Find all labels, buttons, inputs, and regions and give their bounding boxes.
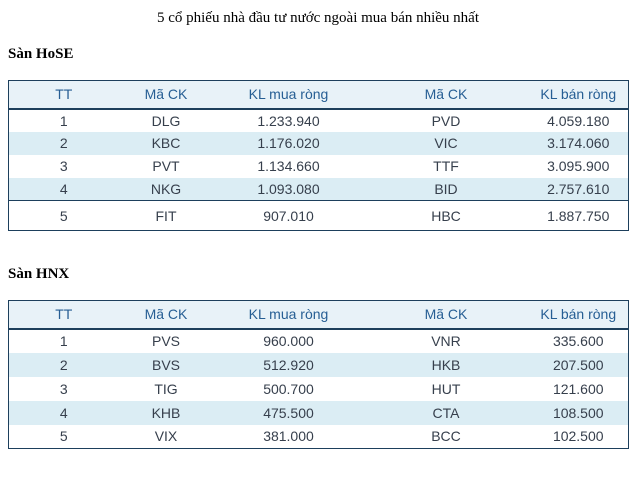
table-cell: 5 xyxy=(8,200,119,231)
table-cell: HBC xyxy=(363,200,529,231)
table-hose-body: 1 DLG 1.233.940 PVD 4.059.180 2 KBC 1.176.020 VI… xyxy=(8,109,629,231)
table-cell: 1 xyxy=(59,112,68,129)
column-header-1: Mã CK xyxy=(118,80,214,110)
table-cell: 335.600 xyxy=(552,333,604,349)
table-hnx-header: TT Mã CK KL mua ròng Mã CK KL bán ròng xyxy=(8,300,629,330)
table-cell: 121.600 xyxy=(552,380,604,397)
section-label-hose: Sàn HoSE xyxy=(8,46,74,62)
table-cell: KHB xyxy=(118,400,214,425)
table-cell: 1.176.020 xyxy=(213,131,364,155)
table-row: 4 KHB 475.500 CTA 108.500 xyxy=(8,400,629,425)
table-cell: 1.233.940 xyxy=(257,112,320,129)
table-cell: 2 xyxy=(8,131,119,155)
table-cell: HUT xyxy=(431,380,461,397)
table-cell: 1.887.750 xyxy=(528,200,629,231)
page-title: 5 cổ phiếu nhà đầu tư nước ngoài mua bán… xyxy=(156,10,480,26)
table-cell: BID xyxy=(363,177,529,201)
table-cell: HKB xyxy=(363,352,529,377)
table-cell: 3.095.900 xyxy=(547,158,610,174)
table-cell: 5 xyxy=(59,428,68,445)
column-header-3: Mã CK xyxy=(363,80,529,110)
column-header-0: TT xyxy=(8,80,119,110)
table-cell: 108.500 xyxy=(528,400,629,425)
column-header-3: Mã CK xyxy=(363,300,529,330)
table-cell: FIT xyxy=(118,200,214,231)
table-cell: 475.500 xyxy=(213,400,364,425)
column-header-2: KL mua ròng xyxy=(213,80,364,110)
column-header-4: KL bán ròng xyxy=(528,80,629,110)
table-cell: 960.000 xyxy=(263,333,314,349)
table-cell: NKG xyxy=(118,177,214,201)
header-row: TT Mã CK KL mua ròng Mã CK KL bán ròng xyxy=(8,300,629,330)
table-cell: 1 xyxy=(59,333,68,349)
table-row: 3 TIG 500.700 HUT 121.600 xyxy=(9,377,629,401)
table-cell: KBC xyxy=(118,131,214,155)
table-cell: CTA xyxy=(363,400,529,425)
table-cell: 4 xyxy=(8,400,119,425)
table-cell: BCC xyxy=(431,428,461,445)
table-cell: 207.500 xyxy=(528,352,629,377)
table-cell: 512.920 xyxy=(213,352,364,377)
column-header-2: KL mua ròng xyxy=(213,300,364,330)
table-row: 3 PVT 1.134.660 TTF 3.095.900 xyxy=(9,155,629,178)
table-cell: 102.500 xyxy=(552,428,604,445)
table-cell: PVT xyxy=(152,158,180,174)
table-cell: TIG xyxy=(154,380,178,397)
table-hnx: TT Mã CK KL mua ròng Mã CK KL bán ròng 1 PVS 9… xyxy=(8,300,629,449)
table-hnx-body: 1 PVS 960.000 VNR 335.600 2 BVS 512.920 HKB 207.5… xyxy=(8,329,629,449)
table-cell: 2 xyxy=(8,352,119,377)
table-cell: VIC xyxy=(363,131,529,155)
table-row: 1 PVS 960.000 VNR 335.600 xyxy=(9,329,629,353)
table-cell: 3.174.060 xyxy=(528,131,629,155)
section-label-hnx: Sàn HNX xyxy=(8,266,70,282)
table-cell: 1.093.080 xyxy=(213,177,364,201)
table-cell: 500.700 xyxy=(263,380,314,397)
header-row: TT Mã CK KL mua ròng Mã CK KL bán ròng xyxy=(8,80,629,110)
table-cell: DLG xyxy=(151,112,181,129)
table-cell: VNR xyxy=(431,333,461,349)
table-hose-header: TT Mã CK KL mua ròng Mã CK KL bán ròng xyxy=(8,80,629,110)
table-cell: 4 xyxy=(8,177,119,201)
table-cell: 3 xyxy=(59,380,68,397)
table-cell: PVS xyxy=(151,333,180,349)
table-cell: 907.010 xyxy=(213,200,364,231)
table-cell: 381.000 xyxy=(263,428,314,445)
column-header-4: KL bán ròng xyxy=(528,300,629,330)
table-row: 1 DLG 1.233.940 PVD 4.059.180 xyxy=(9,109,629,132)
table-row: 4 NKG 1.093.080 BID 2.757.610 xyxy=(8,177,629,201)
table-cell: VIX xyxy=(154,428,178,445)
table-row: 5 VIX 381.000 BCC 102.500 xyxy=(9,425,629,449)
table-row: 5 FIT 907.010 HBC 1.887.750 xyxy=(8,200,629,231)
table-hose: TT Mã CK KL mua ròng Mã CK KL bán ròng 1 DLG 1… xyxy=(8,80,629,231)
table-cell: TTF xyxy=(433,158,459,174)
column-header-1: Mã CK xyxy=(118,300,214,330)
table-cell: 1.134.660 xyxy=(257,158,320,174)
table-cell: BVS xyxy=(118,352,214,377)
table-cell: 2.757.610 xyxy=(528,177,629,201)
table-row: 2 BVS 512.920 HKB 207.500 xyxy=(8,352,629,377)
table-cell: 3 xyxy=(59,158,68,174)
table-row: 2 KBC 1.176.020 VIC 3.174.060 xyxy=(8,131,629,155)
column-header-0: TT xyxy=(8,300,119,330)
table-cell: 4.059.180 xyxy=(547,112,610,129)
table-cell: PVD xyxy=(431,112,461,129)
